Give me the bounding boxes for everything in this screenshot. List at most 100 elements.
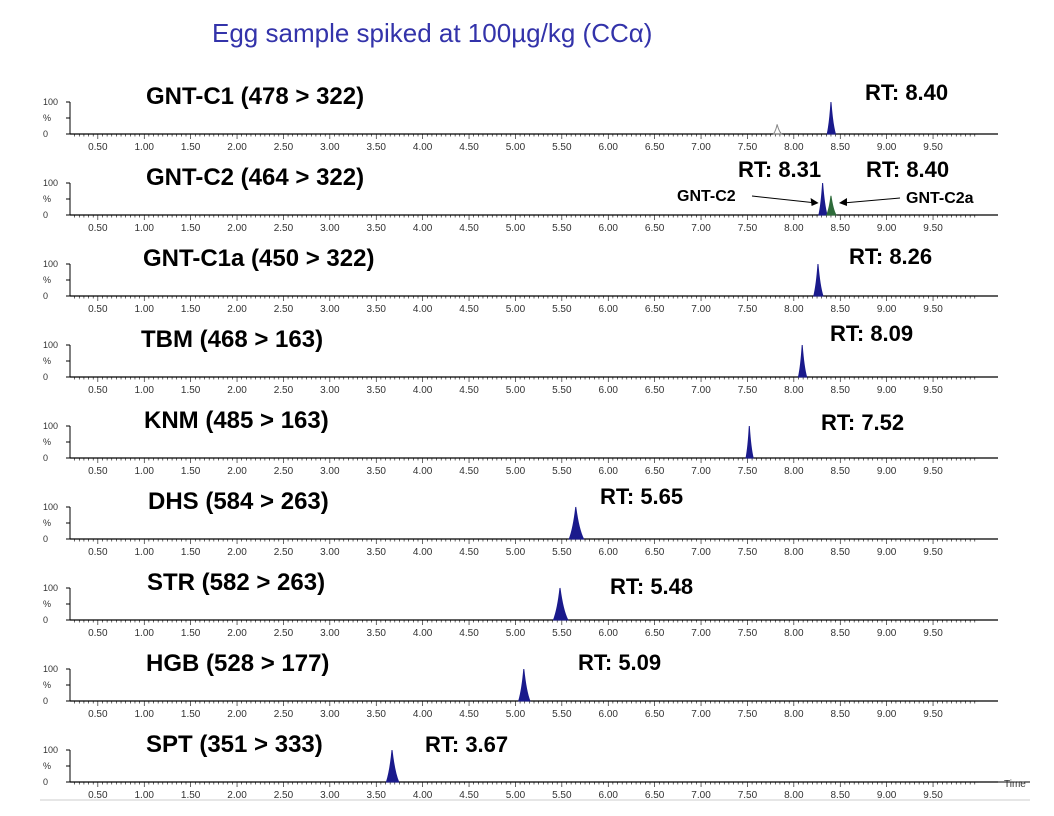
y-tick-label: 0 <box>43 453 48 463</box>
y-tick-label: 0 <box>43 696 48 706</box>
x-tick-label: 6.00 <box>599 547 619 558</box>
x-tick-label: 2.00 <box>227 466 247 477</box>
x-tick-label: 9.00 <box>877 304 897 315</box>
x-tick-label: 6.50 <box>645 142 665 153</box>
y-tick-label: 100 <box>43 583 58 593</box>
x-tick-label: 9.00 <box>877 466 897 477</box>
x-tick-label: 7.00 <box>691 790 711 801</box>
x-tick-label: 2.00 <box>227 385 247 396</box>
rt-label: RT: 8.09 <box>830 321 913 346</box>
chromatogram-panel: KNM (485 > 163) 100% 0 0.50 1.00 1.50 2.00 2.50… <box>43 407 998 477</box>
x-tick-label: 2.50 <box>274 628 294 639</box>
x-tick-label: 4.00 <box>413 385 433 396</box>
x-tick-label: 8.00 <box>784 304 804 315</box>
x-tick-label: 3.50 <box>367 790 387 801</box>
x-tick-label: 1.00 <box>135 547 155 558</box>
y-tick-label: 0 <box>43 777 48 787</box>
x-tick-label: 8.00 <box>784 547 804 558</box>
y-tick-label: % <box>43 761 51 771</box>
x-tick-label: 2.00 <box>227 223 247 234</box>
x-tick-label: 8.00 <box>784 709 804 720</box>
x-tick-label: 6.50 <box>645 790 665 801</box>
x-tick-label: 4.50 <box>459 466 479 477</box>
y-tick-label: 0 <box>43 291 48 301</box>
x-tick-label: 1.50 <box>181 547 201 558</box>
x-tick-label: 4.00 <box>413 223 433 234</box>
x-tick-label: 9.00 <box>877 385 897 396</box>
x-tick-label: 5.50 <box>552 466 572 477</box>
x-tick-label: 2.50 <box>274 304 294 315</box>
chromatogram-peak <box>813 263 824 297</box>
x-tick-label: 7.00 <box>691 304 711 315</box>
x-tick-label: 0.50 <box>88 385 108 396</box>
x-tick-label: 1.50 <box>181 223 201 234</box>
x-tick-label: 3.50 <box>367 223 387 234</box>
x-tick-label: 6.00 <box>599 223 619 234</box>
x-tick-label: 7.00 <box>691 547 711 558</box>
panel-title: GNT-C1a (450 > 322) <box>143 245 374 272</box>
x-tick-label: 3.50 <box>367 304 387 315</box>
chromatogram-panel: STR (582 > 263) 100% 0 0.50 1.00 1.50 2.00 2.50… <box>43 569 998 639</box>
x-tick-label: 5.00 <box>506 466 526 477</box>
x-tick-label: 9.00 <box>877 709 897 720</box>
x-tick-label: 5.50 <box>552 790 572 801</box>
rt-label: RT: 5.48 <box>610 574 693 599</box>
annotation-label: GNT-C2a <box>906 190 974 207</box>
x-tick-label: 5.50 <box>552 709 572 720</box>
y-tick-label: 100 <box>43 97 58 107</box>
x-tick-label: 6.00 <box>599 466 619 477</box>
y-tick-label: 100 <box>43 745 58 755</box>
x-tick-label: 5.00 <box>506 709 526 720</box>
x-tick-label: 3.00 <box>320 709 340 720</box>
x-tick-label: 8.50 <box>831 466 851 477</box>
x-tick-label: 9.00 <box>877 628 897 639</box>
y-tick-label: 0 <box>43 129 48 139</box>
x-tick-label: 1.50 <box>181 709 201 720</box>
x-tick-label: 6.50 <box>645 304 665 315</box>
x-tick-label: 2.50 <box>274 466 294 477</box>
x-tick-label: 4.50 <box>459 223 479 234</box>
x-tick-label: 6.00 <box>599 304 619 315</box>
x-tick-label: 7.50 <box>738 790 758 801</box>
y-tick-label: 100 <box>43 502 58 512</box>
x-tick-label: 7.50 <box>738 628 758 639</box>
x-tick-label: 3.50 <box>367 547 387 558</box>
x-tick-label: 1.00 <box>135 142 155 153</box>
x-tick-label: 6.50 <box>645 385 665 396</box>
x-tick-label: 8.50 <box>831 709 851 720</box>
x-tick-label: 5.50 <box>552 547 572 558</box>
x-tick-label: 4.50 <box>459 709 479 720</box>
x-tick-label: 1.50 <box>181 628 201 639</box>
chromatogram-panel: SPT (351 > 333) 100% 0 0.50 1.00 1.50 2.00 2.50… <box>43 731 998 801</box>
x-tick-label: 9.50 <box>923 466 943 477</box>
x-tick-label: 9.50 <box>923 142 943 153</box>
x-tick-label: 1.50 <box>181 304 201 315</box>
x-tick-label: 4.50 <box>459 628 479 639</box>
y-tick-label: 100 <box>43 664 58 674</box>
x-tick-label: 8.00 <box>784 142 804 153</box>
y-tick-label: % <box>43 275 51 285</box>
annotation-arrow <box>842 197 901 204</box>
chromatogram-peak <box>797 344 808 378</box>
x-tick-label: 6.00 <box>599 142 619 153</box>
rt-label: RT: 3.67 <box>425 732 508 757</box>
x-tick-label: 6.00 <box>599 385 619 396</box>
x-tick-label: 2.50 <box>274 709 294 720</box>
x-tick-label: 2.50 <box>274 223 294 234</box>
y-tick-label: 0 <box>43 372 48 382</box>
x-tick-label: 9.50 <box>923 628 943 639</box>
arrow-head-icon <box>810 198 819 206</box>
y-tick-label: % <box>43 113 51 123</box>
x-tick-label: 0.50 <box>88 790 108 801</box>
x-tick-label: 0.50 <box>88 142 108 153</box>
x-tick-label: 4.50 <box>459 790 479 801</box>
x-tick-label: 6.00 <box>599 790 619 801</box>
x-tick-label: 7.00 <box>691 466 711 477</box>
annotation-label: GNT-C2 <box>677 188 736 205</box>
x-tick-label: 3.00 <box>320 790 340 801</box>
x-tick-label: 0.50 <box>88 709 108 720</box>
y-tick-label: 0 <box>43 615 48 625</box>
x-tick-label: 0.50 <box>88 547 108 558</box>
chromatogram-panel: GNT-C2 (464 > 322) 100% 0 0.50 1.00 1.50 2.00 2… <box>43 157 998 234</box>
rt-label: RT: 8.40 <box>866 157 949 182</box>
